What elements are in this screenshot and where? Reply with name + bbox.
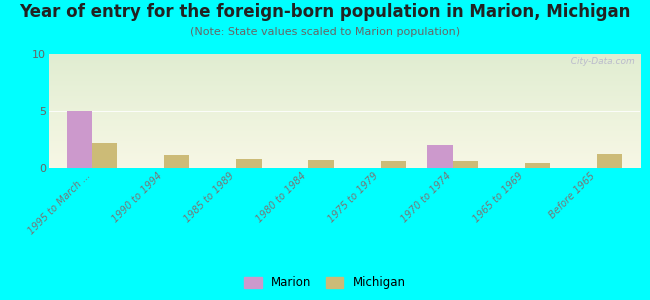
Bar [525,164,550,168]
Bar [237,159,261,168]
Bar [452,161,478,168]
Bar [164,155,189,168]
Bar [67,111,92,168]
Text: Year of entry for the foreign-born population in Marion, Michigan: Year of entry for the foreign-born popul… [20,3,630,21]
Bar [92,143,117,168]
Legend: Marion, Michigan: Marion, Michigan [239,272,411,294]
Bar [428,145,452,168]
Bar [380,161,406,168]
Bar [597,154,622,168]
Text: City-Data.com: City-Data.com [565,57,634,66]
Bar [309,160,333,168]
Text: (Note: State values scaled to Marion population): (Note: State values scaled to Marion pop… [190,27,460,37]
